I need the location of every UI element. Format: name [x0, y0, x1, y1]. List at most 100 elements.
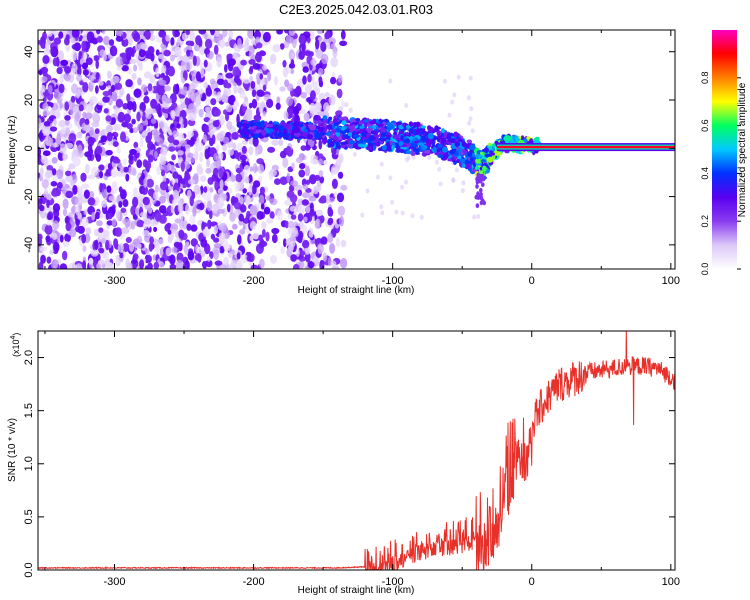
snr-y-scale-exp: 4 [10, 335, 17, 339]
heatmap-noise-cell [46, 256, 52, 264]
heatmap-noise-cell [83, 52, 87, 61]
heatmap-noise-cell [179, 55, 184, 61]
heatmap-noise-cell [218, 115, 225, 126]
heatmap-noise-cell [46, 194, 51, 200]
heatmap-noise-cell [246, 255, 251, 262]
heatmap-noise-cell [233, 202, 242, 210]
heatmap-noise-cell [95, 85, 99, 94]
heatmap-noise-cell [193, 173, 199, 180]
heatmap-noise-cell [207, 118, 216, 129]
heatmap-noise-cell [228, 30, 233, 40]
heatmap-noise-cell [39, 198, 43, 204]
heatmap-noise-cell [259, 186, 265, 195]
heatmap-noise-cell [139, 211, 147, 218]
heatmap-noise-cell [92, 111, 99, 121]
heatmap-noise-cell [298, 169, 306, 178]
heatmap-noise-cell [104, 258, 111, 267]
heatmap-track-cell [325, 131, 331, 137]
heatmap-noise-cell [185, 30, 191, 35]
y-tick-label: 2.0 [23, 350, 35, 365]
heatmap-noise-cell [181, 77, 185, 84]
heatmap-noise-cell [97, 259, 105, 265]
heatmap-noise-cell [248, 146, 254, 156]
heatmap-noise-cell [198, 30, 207, 35]
heatmap-noise-cell [111, 184, 118, 194]
heatmap-noise-cell [171, 246, 178, 254]
heatmap-noise-cell [206, 200, 213, 212]
heatmap-noise-cell [53, 118, 57, 127]
heatmap-track-cell [480, 159, 487, 163]
heatmap-noise-cell [152, 254, 157, 261]
heatmap-track-cell [461, 163, 466, 168]
heatmap-frame [37, 29, 676, 270]
heatmap-noise-cell [229, 212, 236, 222]
heatmap-noise-cell [126, 100, 134, 111]
heatmap-noise-cell [98, 247, 105, 254]
heatmap-track-cell [315, 125, 320, 129]
heatmap-noise-cell [205, 167, 212, 174]
heatmap-noise-cell [118, 201, 123, 208]
heatmap-track-cell [405, 150, 412, 155]
heatmap-noise-cell [62, 208, 68, 217]
heatmap-track-cell [482, 165, 487, 172]
heatmap-noise-cell [255, 42, 263, 49]
heatmap-noise-cell [315, 49, 324, 59]
heatmap-noise-cell [237, 234, 242, 245]
heatmap-noise-cell [234, 150, 239, 160]
heatmap-noise-cell [59, 234, 64, 243]
heatmap-noise-cell [195, 71, 201, 82]
heatmap-noise-cell [115, 56, 124, 67]
heatmap-noise-cell [101, 199, 108, 208]
heatmap-noise-cell [450, 99, 455, 105]
heatmap-noise-cell [60, 127, 67, 135]
heatmap-noise-cell [279, 86, 286, 92]
heatmap-noise-cell [232, 52, 237, 60]
heatmap-noise-cell [65, 142, 74, 149]
heatmap-noise-cell [318, 170, 324, 178]
heatmap-noise-cell [50, 102, 54, 108]
heatmap-noise-cell [266, 98, 274, 108]
figure-title: C2E3.2025.042.03.01.R03 [279, 2, 433, 17]
heatmap-noise-cell [94, 228, 99, 237]
heatmap-track-cell [355, 118, 361, 122]
heatmap-noise-cell [133, 32, 141, 43]
heatmap-noise-cell [122, 199, 129, 208]
heatmap-noise-cell [310, 90, 316, 101]
heatmap-noise-cell [185, 204, 190, 215]
heatmap-noise-cell [112, 75, 120, 84]
heatmap-noise-cell [101, 30, 106, 35]
colorbar-tick-label: 0.4 [700, 167, 710, 180]
heatmap-noise-cell [128, 242, 135, 252]
heatmap-noise-cell [39, 246, 47, 252]
heatmap-track-cell [408, 121, 414, 127]
heatmap-noise-cell [365, 188, 370, 194]
heatmap-noise-cell [46, 200, 50, 209]
heatmap-noise-cell [99, 182, 103, 193]
heatmap-noise-cell [174, 46, 182, 57]
heatmap-noise-cell [85, 227, 92, 235]
heatmap-noise-cell [155, 184, 159, 193]
heatmap-noise-cell [187, 179, 196, 185]
heatmap-noise-cell [47, 213, 52, 221]
heatmap-noise-cell [58, 31, 64, 39]
heatmap-noise-cell [119, 52, 128, 58]
heatmap-noise-cell [126, 93, 131, 103]
heatmap-noise-cell [112, 198, 117, 205]
heatmap-noise-cell [303, 50, 312, 56]
heatmap-noise-cell [256, 210, 264, 220]
heatmap-noise-cell [95, 145, 103, 155]
heatmap-noise-cell [123, 166, 129, 173]
heatmap-noise-cell [216, 78, 225, 86]
heatmap-noise-cell [130, 220, 136, 230]
heatmap-noise-cell [261, 221, 267, 230]
heatmap-noise-cell [145, 108, 151, 115]
heatmap-noise-cell [203, 200, 207, 212]
y-tick-label: 0.5 [23, 509, 35, 524]
heatmap-noise-cell [38, 107, 41, 116]
heatmap-noise-cell [213, 243, 222, 249]
heatmap-noise-cell [41, 179, 49, 189]
heatmap-noise-cell [106, 131, 113, 142]
heatmap-noise-cell [88, 191, 95, 199]
heatmap-noise-cell [309, 207, 315, 217]
heatmap-noise-cell [93, 55, 100, 62]
